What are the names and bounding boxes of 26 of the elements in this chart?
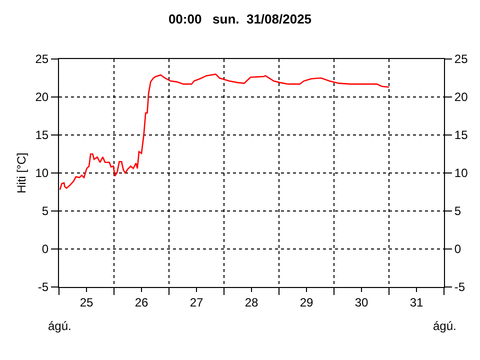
y2-tick-label: 10 [454,166,468,180]
y2-tick-label: 25 [454,52,468,66]
text: ágú. [433,319,456,333]
text: ágú. [48,319,72,333]
y-tick-label: 25 [35,52,49,66]
chart-title: 00:00 sun. 31/08/2025 [168,12,312,26]
y-tick-label: -5 [38,280,49,294]
y2-tick-label: 0 [454,242,462,256]
y2-tick-label: 15 [454,128,468,142]
x-tick-label: 29 [300,295,314,310]
y-tick-label: 20 [35,90,49,104]
x-tick-label: 26 [134,295,148,310]
x-tick-label: 30 [354,295,368,310]
y-tick-label: 0 [42,242,49,256]
y2-tick-label: -5 [454,280,466,294]
x-tick-label: 31 [410,295,424,310]
x-tick-label: 25 [80,295,94,310]
y-tick-label: 10 [35,166,49,180]
x-tick-label: 28 [244,295,258,310]
y2-tick-label: 5 [454,204,462,218]
y-axis-title: Hiti [°C] [14,152,29,194]
y-tick-label: 5 [42,204,49,218]
y2-tick-label: 20 [454,90,468,104]
x-tick-label: 27 [190,295,204,310]
line-series [59,74,390,190]
y-tick-label: 15 [35,128,49,142]
